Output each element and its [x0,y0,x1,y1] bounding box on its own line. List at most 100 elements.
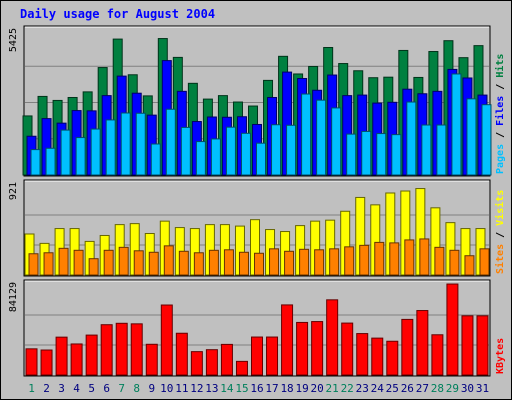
bar-kbytes-day-9 [145,343,158,376]
bar-kbytes-day-13 [205,349,218,376]
bar-kbytes-day-27 [416,310,429,376]
bar-kbytes-day-19 [296,321,309,376]
bar-sites-day-14 [223,249,234,276]
bar-sites-day-11 [178,250,189,276]
bar-pages-day-18 [286,124,297,176]
x-tick-label-day-7: 7 [118,382,125,395]
x-tick-label-day-29: 29 [446,382,459,395]
bar-sites-day-7 [118,246,129,276]
x-axis-labels: 1 2 3 4 5 6 7 8 9 10 11 12 13 14 15 16 17 18 19 20 21 22 23 24 2… [28,382,489,395]
bar-sites-day-31 [479,248,490,276]
bar-kbytes-day-20 [311,321,324,376]
bar-pages-day-17 [271,124,282,176]
x-tick-label-day-31: 31 [476,382,489,395]
bar-sites-day-13 [208,249,219,276]
x-tick-label-day-3: 3 [58,382,65,395]
bar-pages-day-29 [451,73,462,176]
bar-sites-day-6 [103,249,114,276]
bar-kbytes-day-17 [266,336,279,376]
panel-legend: Pages / Files / Hits [494,54,506,174]
x-tick-label-day-18: 18 [280,382,293,395]
bar-kbytes-day-30 [461,315,474,376]
x-tick-label-day-5: 5 [88,382,95,395]
legend-entry-visits: Visits [494,190,506,226]
bar-kbytes-day-6 [100,324,113,376]
x-tick-label-day-25: 25 [386,382,399,395]
bar-pages-day-25 [391,134,402,176]
bar-pages-day-4 [75,137,86,176]
bar-sites-day-29 [449,249,460,276]
x-tick-label-day-24: 24 [371,382,385,395]
bar-pages-day-23 [361,130,372,176]
bar-pages-day-19 [301,93,312,176]
x-tick-label-day-9: 9 [148,382,155,395]
bar-pages-day-8 [135,112,146,176]
bar-sites-day-26 [404,239,415,276]
bar-kbytes-day-1 [25,348,38,376]
bar-sites-day-9 [148,251,159,276]
x-tick-label-day-26: 26 [401,382,414,395]
bar-sites-day-25 [389,242,400,276]
bar-kbytes-day-15 [235,360,248,376]
bar-kbytes-day-4 [70,343,83,376]
panel-legend: KBytes [495,338,506,374]
chart-panels: 5425 Pages / Files / Hits 921 Sites / Visit… [8,25,506,377]
bar-kbytes-day-22 [341,322,354,376]
x-tick-label-day-17: 17 [265,382,278,395]
legend-separator: / [495,226,506,244]
x-tick-label-day-15: 15 [235,382,248,395]
bar-sites-day-17 [269,248,280,276]
x-tick-label-day-13: 13 [205,382,218,395]
bar-pages-day-1 [30,149,41,176]
bar-kbytes-day-2 [40,349,53,376]
x-tick-label-day-1: 1 [28,382,35,395]
y-max-label: 921 [8,182,19,200]
legend-entry-kbytes: KBytes [495,338,506,374]
bar-pages-day-15 [240,132,251,176]
bar-kbytes-day-21 [326,299,339,376]
panel-visits-sites: 921 Sites / Visits [8,179,506,277]
x-tick-label-day-23: 23 [356,382,369,395]
x-tick-label-day-30: 30 [461,382,474,395]
bar-pages-day-9 [150,143,161,176]
bar-pages-day-16 [256,142,266,176]
bar-kbytes-day-25 [386,340,399,376]
bar-kbytes-day-26 [401,318,414,376]
bar-kbytes-day-10 [160,304,173,376]
bar-kbytes-day-11 [175,332,188,376]
legend-entry-sites: Sites [494,244,506,274]
x-tick-label-day-19: 19 [295,382,308,395]
bar-kbytes-day-24 [371,337,384,376]
bar-pages-day-7 [120,112,131,176]
x-tick-label-day-22: 22 [341,382,354,395]
bar-kbytes-day-29 [446,283,459,376]
panel-legend: Sites / Visits [494,190,506,274]
bar-kbytes-day-3 [55,336,68,376]
bar-kbytes-day-18 [281,304,294,376]
bar-sites-day-8 [133,250,144,276]
legend-separator: / [495,78,506,96]
bar-sites-day-16 [254,252,264,276]
bar-pages-day-5 [90,128,101,176]
bar-kbytes-day-14 [220,343,233,376]
x-tick-label-day-14: 14 [220,382,234,395]
bar-sites-day-15 [238,251,249,276]
bar-sites-day-18 [284,250,295,276]
bar-sites-day-1 [28,253,39,276]
bar-sites-day-28 [434,246,445,276]
bar-sites-day-5 [88,258,99,276]
bar-sites-day-10 [163,245,174,276]
legend-entry-hits: Hits [494,54,506,78]
bar-pages-day-30 [466,98,477,176]
x-tick-label-day-2: 2 [43,382,50,395]
bar-pages-day-31 [481,104,492,176]
bar-sites-day-21 [329,248,340,276]
x-tick-label-day-21: 21 [326,382,339,395]
bar-pages-day-20 [316,99,327,176]
bar-kbytes-day-28 [431,334,444,376]
y-max-label: 84129 [8,282,19,312]
legend-entry-files: Files [494,96,506,126]
bar-sites-day-12 [193,252,204,276]
bar-sites-day-22 [344,246,355,276]
